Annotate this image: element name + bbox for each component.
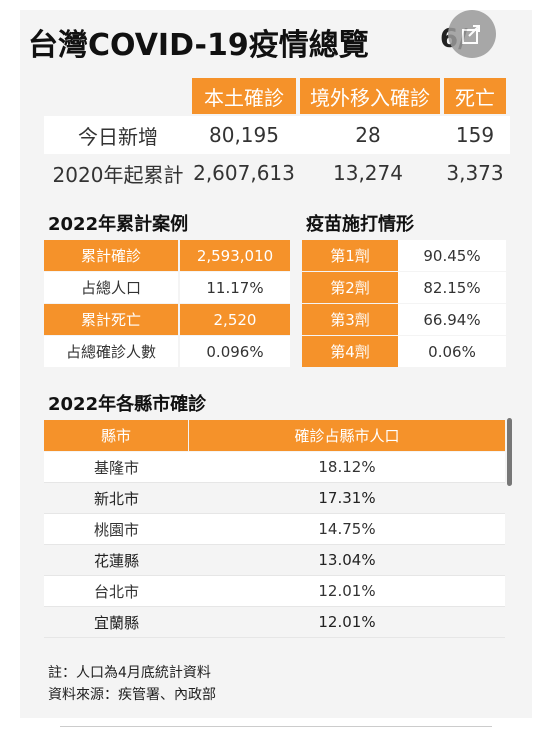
cases-value: 2,520 (180, 304, 290, 335)
share-icon (462, 25, 480, 44)
county-name: 基隆市 (44, 452, 189, 483)
cases-label: 占總確診人數 (44, 336, 178, 367)
dose-label: 第3劑 (302, 304, 398, 335)
col-deaths: 死亡 (444, 78, 506, 114)
county-name: 花蓮縣 (44, 545, 189, 576)
col-local: 本土確診 (192, 78, 296, 114)
table-row: 桃園市 14.75% (44, 514, 505, 545)
county-header: 縣市 確診占縣市人口 (44, 420, 505, 451)
cases-row: 累計死亡 2,520 (44, 304, 290, 335)
cases-label: 累計死亡 (44, 304, 178, 335)
source-note: 資料來源：疾管署、內政部 (48, 687, 216, 703)
table-row: 宜蘭縣 12.01% (44, 607, 505, 638)
vaccine-row: 第3劑 66.94% (302, 304, 506, 335)
value-local: 2,607,613 (192, 154, 296, 192)
value-deaths: 3,373 (440, 154, 510, 192)
table-scrollbar[interactable] (507, 418, 512, 486)
summary-row-today: 今日新增 80,195 28 159 (44, 116, 510, 154)
table-row: 新北市 17.31% (44, 483, 505, 514)
row-label: 今日新增 (44, 116, 192, 154)
value-local: 80,195 (192, 116, 296, 154)
cases-row: 累計確診 2,593,010 (44, 240, 290, 271)
vaccine-row: 第2劑 82.15% (302, 272, 506, 303)
summary-row-cumulative: 2020年起累計 2,607,613 13,274 3,373 (44, 154, 510, 192)
table-row: 台北市 12.01% (44, 576, 505, 607)
page-title: 台灣COVID-19疫情總覽 (28, 28, 369, 63)
vaccine-row: 第1劑 90.45% (302, 240, 506, 271)
county-value: 18.12% (189, 452, 505, 483)
cases-value: 0.096% (180, 336, 290, 367)
county-value: 14.75% (189, 514, 505, 545)
county-value: 12.01% (189, 576, 505, 607)
county-name: 宜蘭縣 (44, 607, 189, 638)
county-value: 13.04% (189, 545, 505, 576)
county-value: 12.01% (189, 607, 505, 638)
col-imported: 境外移入確診 (300, 78, 440, 114)
cases-value: 2,593,010 (180, 240, 290, 271)
dose-label: 第4劑 (302, 336, 398, 367)
table-row: 基隆市 18.12% (44, 452, 505, 483)
vaccine-title: 疫苗施打情形 (306, 214, 414, 235)
dose-value: 82.15% (398, 272, 506, 303)
vaccine-row: 第4劑 0.06% (302, 336, 506, 367)
county-col-pct: 確診占縣市人口 (189, 420, 505, 451)
county-value: 17.31% (189, 483, 505, 514)
cases-label: 占總人口 (44, 272, 178, 303)
dose-label: 第1劑 (302, 240, 398, 271)
value-imported: 28 (296, 116, 440, 154)
county-title: 2022年各縣市確診 (48, 394, 207, 415)
cases-row: 占總確診人數 0.096% (44, 336, 290, 367)
table-row: 花蓮縣 13.04% (44, 545, 505, 576)
footnote: 註：人口為4月底統計資料 (48, 665, 211, 681)
cases-label: 累計確診 (44, 240, 178, 271)
value-imported: 13,274 (296, 154, 440, 192)
summary-header: 本土確診 境外移入確診 死亡 (192, 78, 506, 114)
cases-title: 2022年累計案例 (48, 214, 189, 235)
county-name: 新北市 (44, 483, 189, 514)
county-name: 桃園市 (44, 514, 189, 545)
row-label: 2020年起累計 (44, 154, 192, 192)
share-button[interactable] (448, 10, 496, 58)
value-deaths: 159 (440, 116, 510, 154)
dose-value: 0.06% (398, 336, 506, 367)
dose-value: 66.94% (398, 304, 506, 335)
county-col-name: 縣市 (44, 420, 188, 451)
cases-value: 11.17% (180, 272, 290, 303)
dose-value: 90.45% (398, 240, 506, 271)
divider (60, 726, 492, 727)
county-name: 台北市 (44, 576, 189, 607)
cases-row: 占總人口 11.17% (44, 272, 290, 303)
dose-label: 第2劑 (302, 272, 398, 303)
